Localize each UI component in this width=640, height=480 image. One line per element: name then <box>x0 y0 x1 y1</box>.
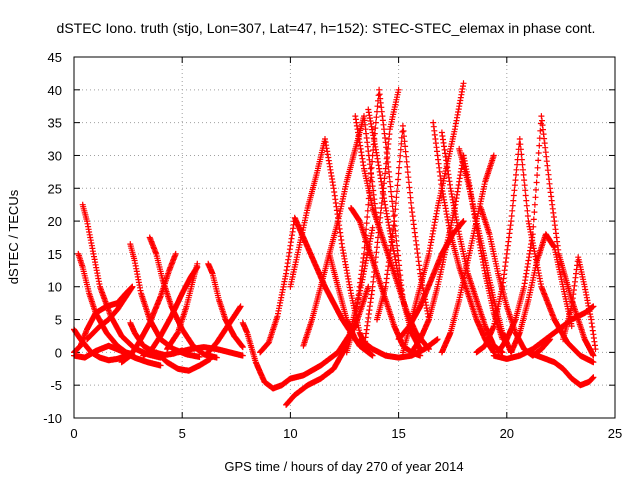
y-tick-label: 15 <box>48 247 62 262</box>
y-tick-label: 30 <box>48 148 62 163</box>
series <box>460 152 506 343</box>
x-tick-label: 25 <box>608 426 622 441</box>
y-tick-label: 25 <box>48 181 62 196</box>
data-series <box>71 80 599 408</box>
series-points <box>300 113 380 349</box>
series <box>164 260 201 353</box>
series <box>84 283 136 343</box>
x-tick-label: 15 <box>391 426 405 441</box>
series <box>300 113 380 349</box>
y-axis-label: dSTEC / TECUs <box>6 189 21 284</box>
y-tick-label: 40 <box>48 83 62 98</box>
y-tick-label: -5 <box>50 378 62 393</box>
series <box>174 344 246 359</box>
series <box>356 336 441 361</box>
x-tick-label: 0 <box>70 426 77 441</box>
series-points <box>164 260 201 353</box>
y-tick-label: 0 <box>55 345 62 360</box>
series-points <box>374 122 432 323</box>
series-points <box>473 136 597 366</box>
axis-ticks: 0 5 10 15 20 25 -10 -5 0 5 10 15 20 25 30 35 40 45 <box>43 50 622 441</box>
series-points <box>356 336 441 361</box>
plot-frame <box>73 56 616 419</box>
series <box>153 349 214 374</box>
series <box>118 250 179 366</box>
series <box>374 122 432 323</box>
chart-title: dSTEC Iono. truth (stjo, Lon=307, Lat=47… <box>57 20 596 36</box>
series <box>477 205 554 359</box>
series <box>473 136 597 366</box>
series-points <box>174 344 246 359</box>
series-points <box>84 283 136 343</box>
x-axis-label: GPS time / hours of day 270 of year 2014 <box>224 459 463 474</box>
y-tick-label: 20 <box>48 214 62 229</box>
series-points <box>438 152 497 356</box>
y-tick-label: -10 <box>43 411 62 426</box>
series <box>287 136 372 356</box>
series-points <box>477 205 554 359</box>
series-points <box>460 152 506 343</box>
series-points <box>560 254 599 353</box>
y-tick-label: 45 <box>48 50 62 65</box>
x-tick-label: 20 <box>500 426 514 441</box>
series-points <box>239 283 372 392</box>
y-tick-label: 10 <box>48 280 62 295</box>
series <box>438 152 497 356</box>
y-tick-label: 35 <box>48 116 62 131</box>
series-points <box>287 136 372 356</box>
series-points <box>153 349 214 374</box>
series-points <box>118 250 179 366</box>
series <box>560 254 599 353</box>
series <box>239 283 372 392</box>
y-tick-label: 5 <box>55 313 62 328</box>
x-tick-label: 10 <box>283 426 297 441</box>
x-tick-label: 5 <box>179 426 186 441</box>
